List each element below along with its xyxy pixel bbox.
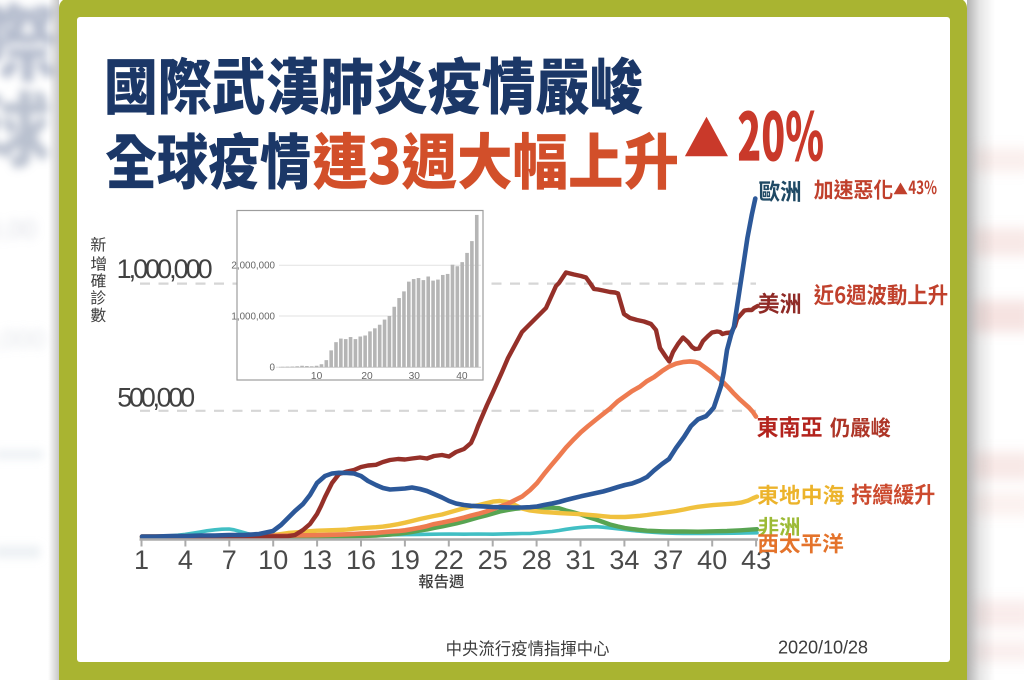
svg-text:37: 37 xyxy=(653,545,683,575)
svg-text:19: 19 xyxy=(390,545,420,575)
svg-text:43: 43 xyxy=(741,545,771,575)
svg-text:34: 34 xyxy=(609,545,639,575)
svg-text:28: 28 xyxy=(522,545,552,575)
svg-text:2020/10/28: 2020/10/28 xyxy=(778,637,868,657)
svg-text:0,00: 0,00 xyxy=(0,214,37,244)
svg-text:0,000: 0,000 xyxy=(0,324,45,354)
svg-text:4: 4 xyxy=(178,545,193,575)
svg-text:1: 1 xyxy=(134,545,149,575)
svg-text:500,000: 500,000 xyxy=(117,382,195,412)
svg-text:7: 7 xyxy=(222,545,237,575)
svg-text:20: 20 xyxy=(361,371,373,382)
svg-text:1,000,000: 1,000,000 xyxy=(231,311,275,322)
svg-text:13: 13 xyxy=(302,545,332,575)
svg-text:40: 40 xyxy=(456,371,468,382)
svg-text:31: 31 xyxy=(565,545,595,575)
svg-text:0: 0 xyxy=(270,363,276,374)
svg-text:2,000,000: 2,000,000 xyxy=(231,261,275,272)
svg-text:30: 30 xyxy=(409,371,421,382)
svg-text:10: 10 xyxy=(311,371,323,382)
svg-text:16: 16 xyxy=(346,545,376,575)
svg-text:1,000,000: 1,000,000 xyxy=(117,254,213,284)
svg-text:22: 22 xyxy=(434,545,464,575)
svg-text:40: 40 xyxy=(697,545,727,575)
svg-text:25: 25 xyxy=(478,545,508,575)
svg-text:10: 10 xyxy=(258,545,288,575)
